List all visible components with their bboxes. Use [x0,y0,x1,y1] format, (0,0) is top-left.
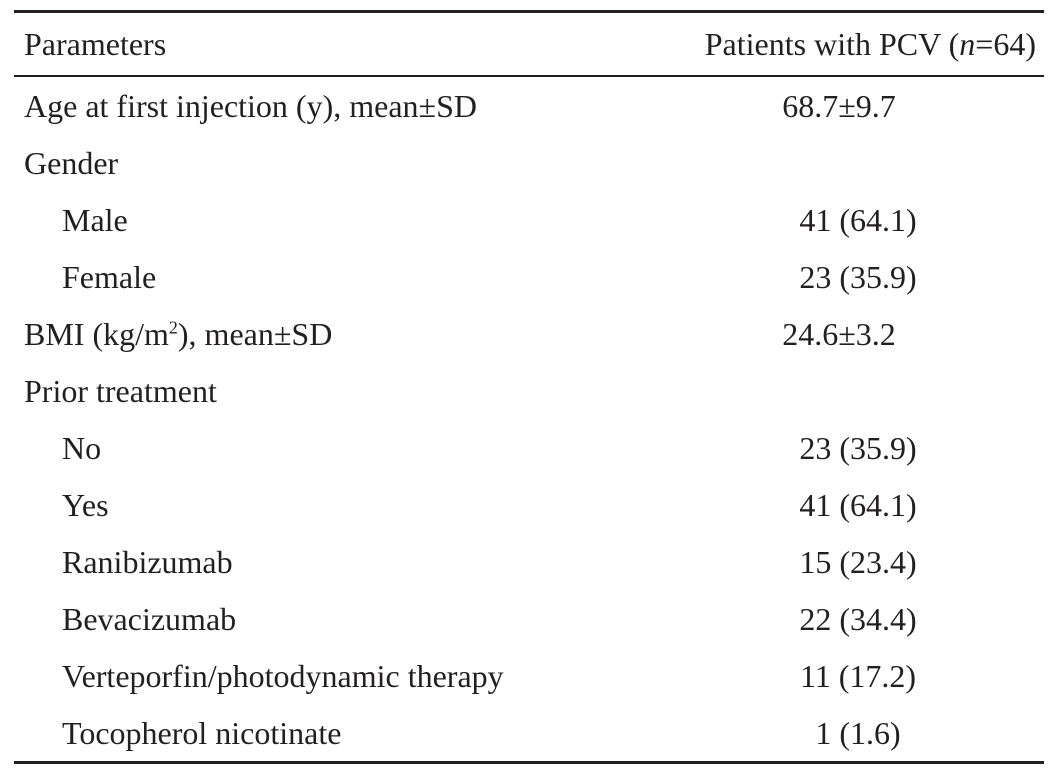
row-value: 41 (64.1) [799,201,917,238]
row-label: BMI (kg/m2), mean±SD [14,318,634,350]
table-row-age: Age at first injection (y), mean±SD 68.7… [14,77,1044,134]
bmi-label-suffix: ), mean±SD [177,315,333,352]
header-patients-suffix: =64) [975,26,1036,62]
baseline-characteristics-table: Parameters Patients with PCV (n=64) Age … [14,10,1044,764]
table-row-female: Female 23 (35.9) [14,248,1044,305]
row-value: 22 (34.4) [799,600,917,637]
row-label: Male [62,201,128,238]
table-row-prior-treatment: Prior treatment [14,362,1044,419]
table-row-verteporfin: Verteporfin/photodynamic therapy 11 (17.… [14,647,1044,704]
row-label: Yes [62,486,109,523]
row-value: 41 (64.1) [799,486,917,523]
table-row-male: Male 41 (64.1) [14,191,1044,248]
row-label: Verteporfin/photodynamic therapy [62,657,504,694]
row-label: Age at first injection (y), mean±SD [24,87,477,124]
table-row-tocopherol: Tocopherol nicotinate 1 (1.6) [14,704,1044,761]
row-label: Tocopherol nicotinate [62,714,342,751]
bmi-label-sup: 2 [168,316,178,337]
table-header-row: Parameters Patients with PCV (n=64) [14,13,1044,75]
table-row-yes: Yes 41 (64.1) [14,476,1044,533]
row-label: Female [62,258,157,295]
row-label: Bevacizumab [62,600,237,637]
row-value: 15 (23.4) [799,543,917,580]
row-value: 1 (1.6) [815,714,901,751]
table-top-rule [14,10,1044,13]
header-patients-prefix: Patients with PCV ( [704,26,960,62]
header-parameters: Parameters [24,26,167,62]
row-value: 24.6±3.2 [782,315,896,352]
row-label: Gender [24,144,119,181]
row-value: 23 (35.9) [799,429,917,466]
table-row-bevacizumab: Bevacizumab 22 (34.4) [14,590,1044,647]
table-row-no: No 23 (35.9) [14,419,1044,476]
table-row-ranibizumab: Ranibizumab 15 (23.4) [14,533,1044,590]
row-label: No [62,429,102,466]
table-bottom-rule [14,761,1044,764]
table-row-gender: Gender [14,134,1044,191]
row-value: 11 (17.2) [799,657,917,694]
bmi-label-prefix: BMI (kg/m [24,315,169,352]
row-value: 68.7±9.7 [782,87,896,124]
header-patients-n: n [959,26,976,62]
row-value: 23 (35.9) [799,258,917,295]
table-row-bmi: BMI (kg/m2), mean±SD 24.6±3.2 [14,305,1044,362]
row-label: Prior treatment [24,372,217,409]
table-header-rule [14,75,1044,77]
header-patients: Patients with PCV (n=64) [634,28,1044,60]
row-label: Ranibizumab [62,543,233,580]
